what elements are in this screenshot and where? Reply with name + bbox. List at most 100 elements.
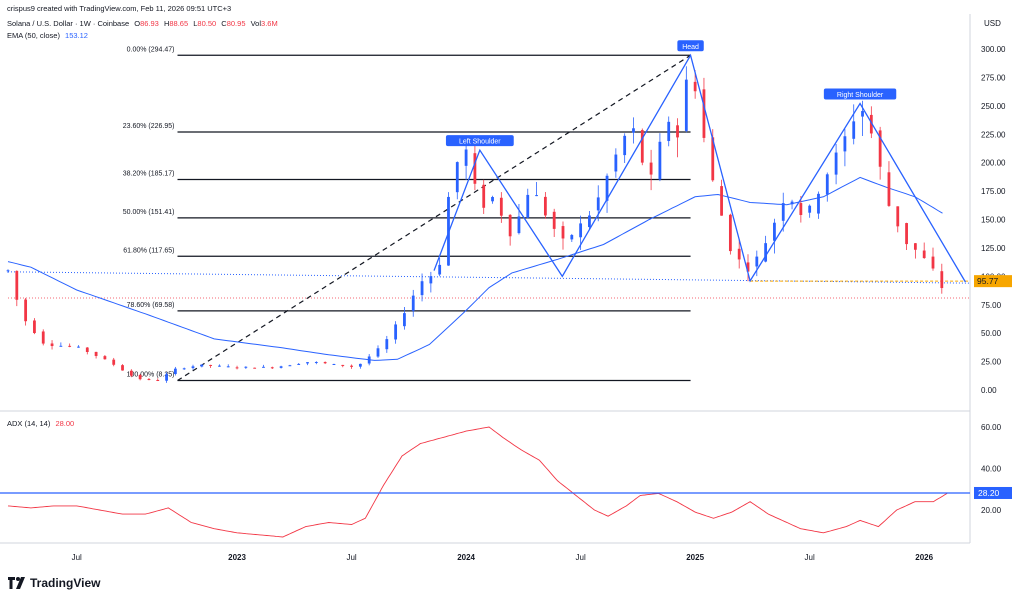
fib-level-label: 38.20% (185.17) — [123, 171, 175, 178]
adx-tick-label: 60.00 — [981, 423, 1002, 432]
time-tick-label: 2025 — [686, 553, 704, 562]
candle-body — [561, 226, 565, 239]
candle-body — [403, 313, 406, 327]
candle-body — [491, 197, 494, 202]
candle-body — [103, 356, 107, 360]
tradingview-logo[interactable]: TradingView — [8, 576, 100, 590]
candle-body — [358, 363, 362, 367]
adx-threshold-tag-bg — [974, 486, 1012, 499]
candle-body — [922, 250, 926, 259]
candle-body — [887, 172, 891, 206]
adx-legend: ADX (14, 14) 28.00 — [7, 419, 77, 428]
candle-body — [218, 365, 221, 367]
candle-body — [535, 195, 538, 197]
candle-body — [684, 79, 688, 131]
candle-body — [112, 359, 116, 365]
high-label: H — [163, 19, 170, 28]
candle-body — [323, 362, 327, 364]
candle-body — [552, 211, 556, 229]
ema-legend: EMA (50, close) 153.12 — [7, 31, 91, 40]
time-tick-label: Jul — [346, 553, 356, 562]
time-tick-label: Jul — [805, 553, 815, 562]
fib-trend-line — [177, 54, 691, 382]
candle-body — [596, 197, 600, 211]
candle-body — [209, 364, 213, 366]
price-tick-label: 300.00 — [981, 45, 1006, 54]
candle-body — [781, 203, 785, 221]
candle-body — [279, 366, 283, 368]
adx-line — [7, 426, 948, 538]
volume-label: Vol — [250, 19, 262, 28]
candle-body — [773, 222, 776, 241]
candle-body — [173, 368, 177, 375]
candle-body — [68, 345, 72, 347]
candle-body — [6, 270, 10, 272]
candle-body — [138, 374, 142, 380]
price-tick-label: 250.00 — [981, 102, 1006, 111]
adx-label: ADX (14, 14) — [7, 419, 51, 428]
candle-body — [385, 339, 389, 350]
candle-body — [658, 141, 662, 180]
candle-body — [394, 324, 398, 340]
candle-body — [24, 299, 28, 322]
candle-body — [728, 214, 732, 252]
candle-body — [931, 256, 935, 269]
candle-body — [878, 130, 882, 167]
candle-body — [85, 347, 89, 352]
candle-body — [817, 193, 820, 214]
candle-body — [235, 367, 239, 369]
candle-body — [165, 374, 168, 381]
pattern-label: Right Shoulder — [837, 92, 884, 99]
candle-body — [869, 114, 873, 134]
symbol-ohlc-line: Solana / U.S. Dollar · 1W · Coinbase O86… — [7, 19, 281, 28]
price-tag-bg — [974, 275, 1012, 288]
close-label: C — [221, 19, 227, 28]
candle-body — [508, 214, 512, 237]
candle-body — [350, 365, 353, 367]
candle-body — [473, 153, 477, 184]
time-tick-label: Jul — [72, 553, 82, 562]
candle-body — [579, 223, 583, 238]
candle-body — [526, 194, 530, 218]
candle-body — [270, 367, 274, 369]
open-value: 86.93 — [140, 19, 159, 28]
tradingview-logo-icon — [8, 577, 25, 589]
time-tick-label: 2024 — [457, 553, 475, 562]
creator-line: crispus9 created with TradingView.com, F… — [7, 4, 232, 13]
price-tick-label: 25.00 — [981, 358, 1002, 367]
candle-body — [720, 186, 723, 216]
candle-body — [253, 367, 257, 369]
currency-label: USD — [984, 19, 1001, 28]
candle-body — [244, 366, 248, 368]
price-tick-label: 225.00 — [981, 130, 1006, 139]
candle-body — [693, 81, 697, 92]
candle-body — [623, 135, 627, 156]
candle-body — [913, 243, 917, 250]
candle-body — [226, 366, 230, 368]
candle-body — [764, 243, 768, 262]
candle-body — [33, 320, 36, 334]
candle-body — [649, 162, 653, 175]
candle-body — [746, 262, 750, 272]
candle-body — [517, 216, 521, 234]
candle-body — [588, 215, 591, 228]
candle-body — [570, 235, 574, 240]
price-tick-label: 275.00 — [981, 73, 1006, 82]
adx-tick-label: 20.00 — [981, 506, 1002, 515]
candle-body — [825, 174, 829, 195]
ema-line — [7, 176, 943, 361]
candle-body — [790, 201, 794, 205]
ema-value: 153.12 — [65, 31, 88, 40]
head-shoulders-pattern — [433, 53, 966, 283]
candle-body — [755, 256, 759, 267]
candles — [6, 66, 944, 383]
candle-body — [341, 364, 345, 366]
pattern-label-bg — [677, 40, 704, 52]
candle-body — [297, 363, 301, 365]
candle-body — [482, 184, 486, 208]
candle-body — [429, 276, 433, 284]
candle-body — [77, 346, 80, 348]
candle-body — [41, 331, 45, 344]
pattern-label-bg — [445, 135, 514, 147]
